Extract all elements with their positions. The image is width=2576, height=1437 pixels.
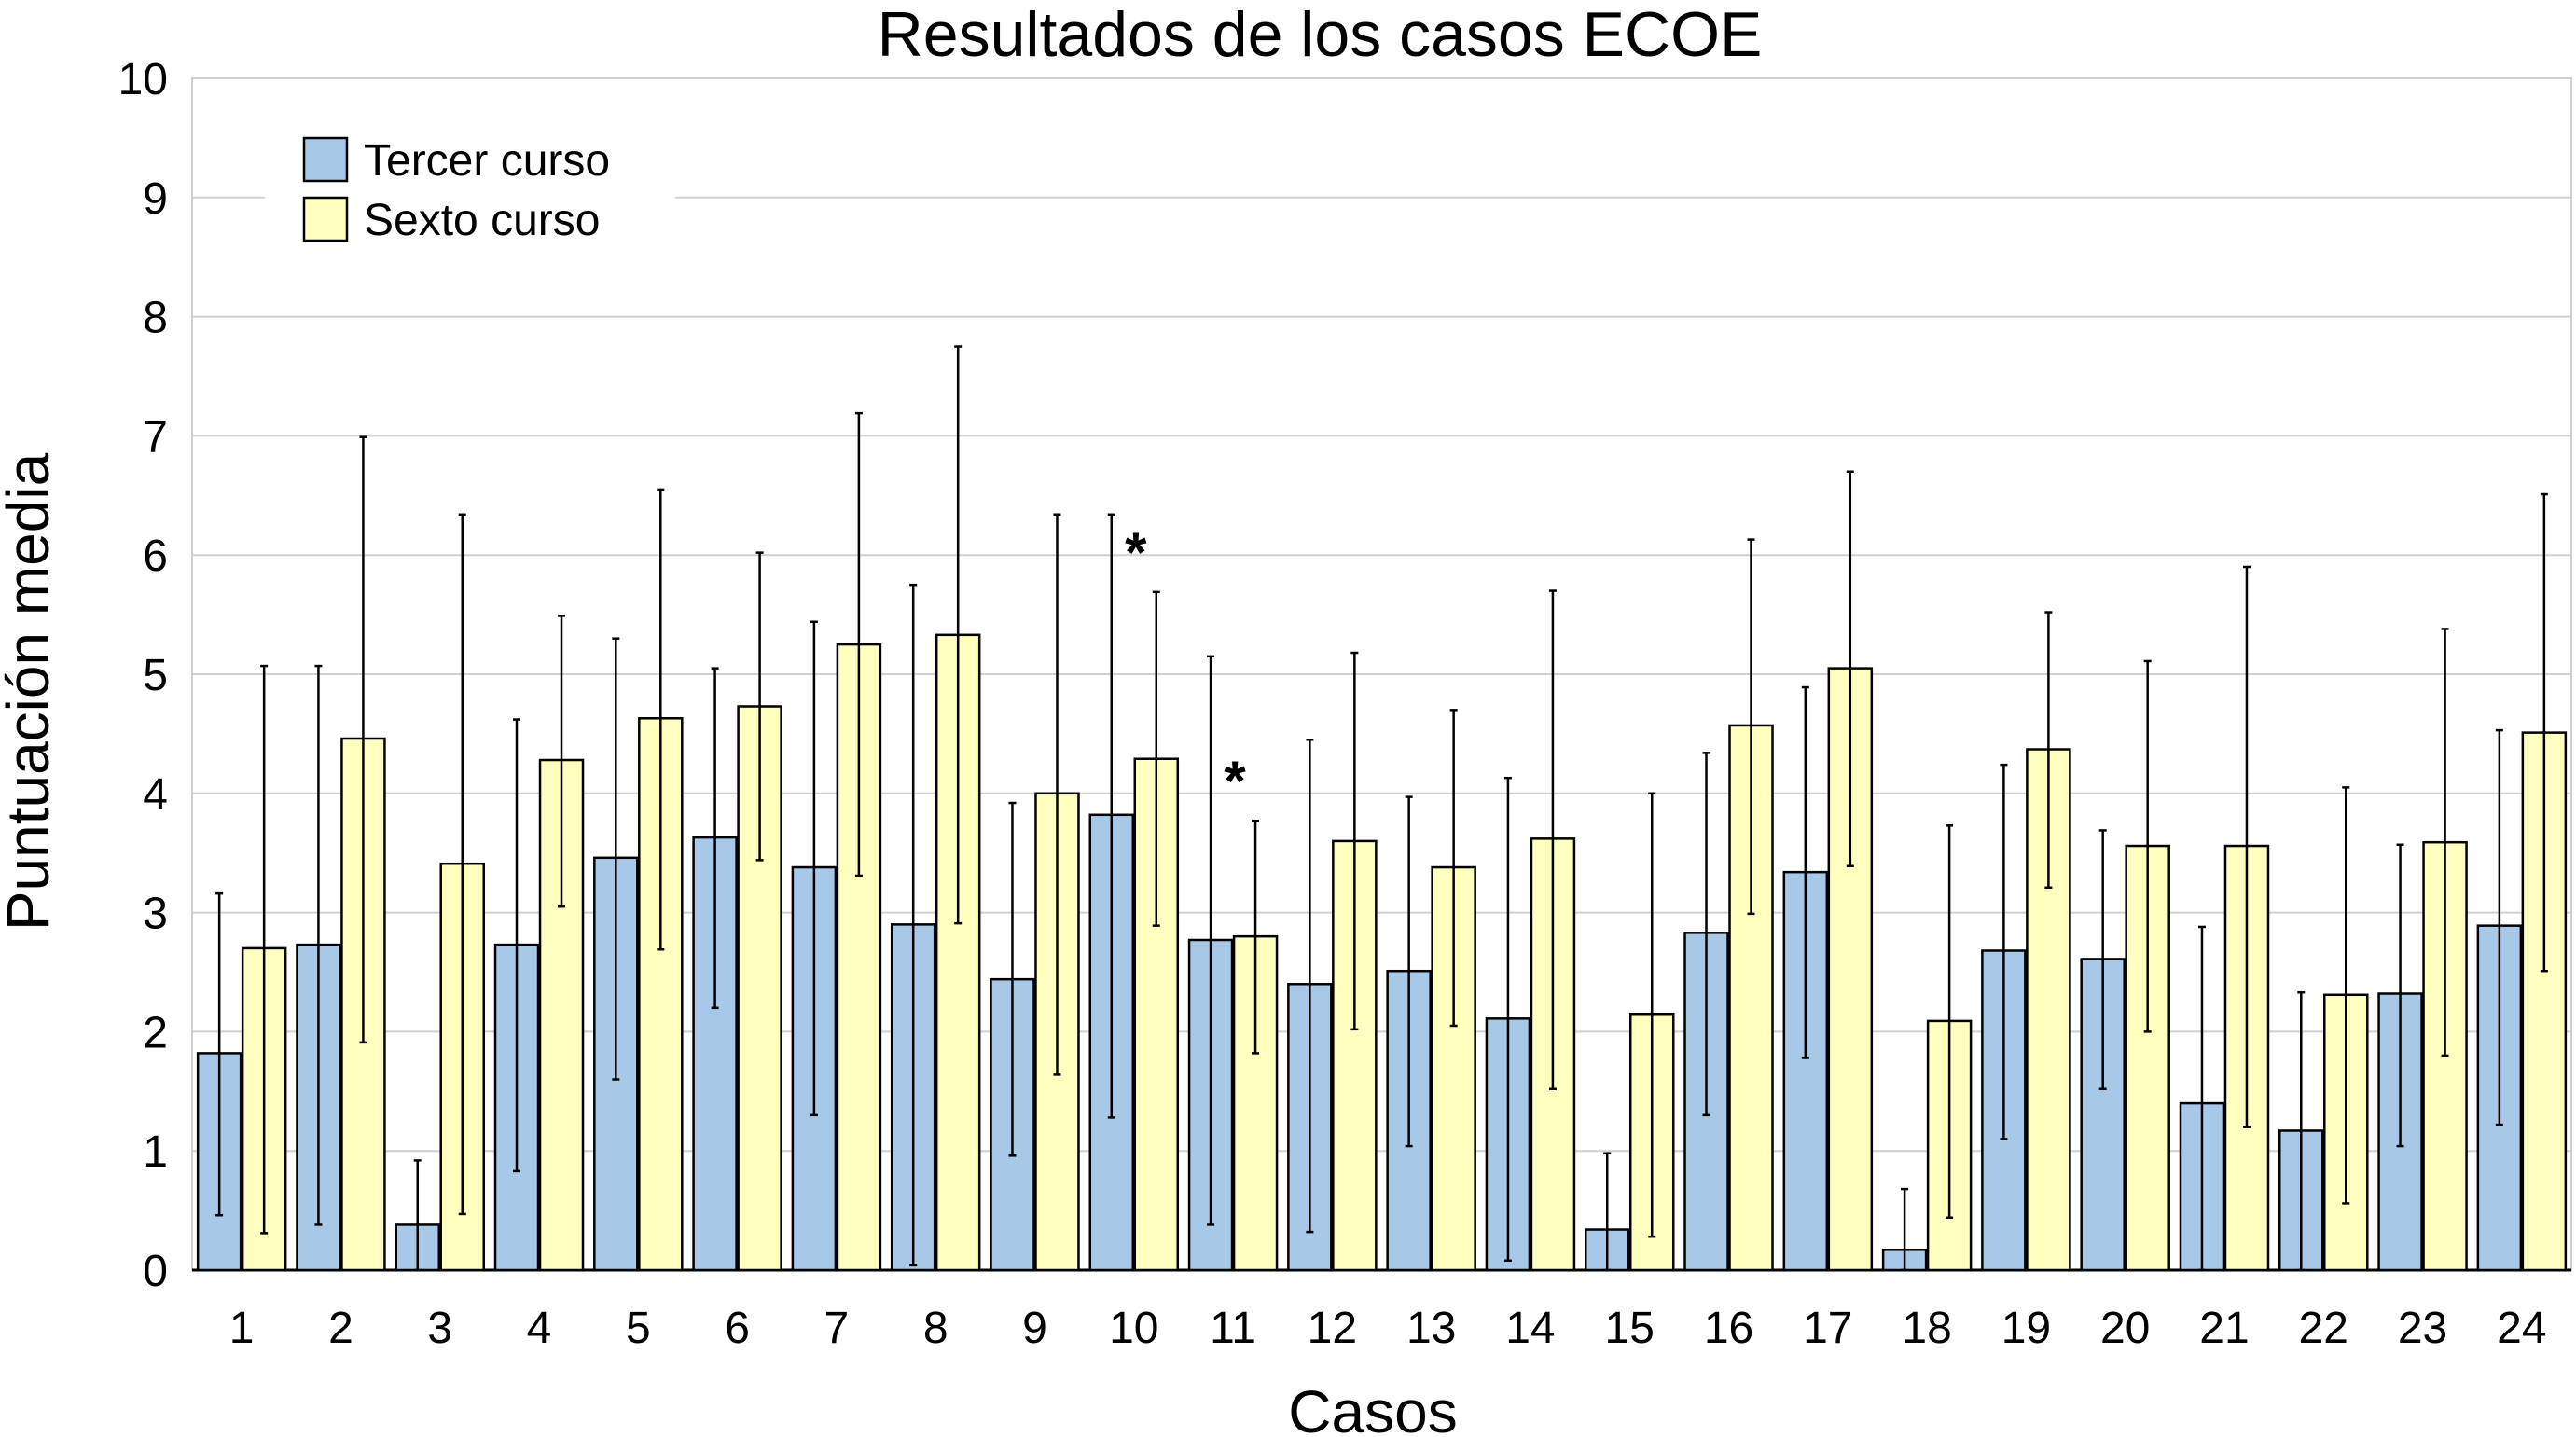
x-tick-label: 12: [1308, 1304, 1357, 1353]
x-tick-label: 22: [2299, 1304, 2348, 1353]
x-tick-label: 14: [1505, 1304, 1555, 1353]
x-tick-label: 21: [2199, 1304, 2249, 1353]
chart-title: Resultados de los casos ECOE: [878, 0, 1763, 70]
significance-asterisk: *: [1125, 521, 1147, 584]
x-tick-label: 18: [1902, 1304, 1951, 1353]
x-tick-label: 5: [626, 1304, 651, 1353]
x-tick-label: 20: [2100, 1304, 2150, 1353]
x-tick-label: 6: [725, 1304, 750, 1353]
y-tick-label: 5: [143, 651, 168, 700]
x-tick-label: 3: [427, 1304, 452, 1353]
legend-swatch: [302, 136, 349, 183]
x-tick-label: 1: [229, 1304, 255, 1353]
x-tick-label: 4: [527, 1304, 552, 1353]
x-tick-label: 13: [1406, 1304, 1456, 1353]
y-tick-label: 10: [118, 55, 168, 104]
y-tick-label: 1: [143, 1127, 168, 1177]
x-tick-label: 8: [923, 1304, 949, 1353]
legend-label: Tercer curso: [364, 136, 610, 186]
x-tick-label: 23: [2398, 1304, 2447, 1353]
y-tick-label: 7: [143, 412, 168, 462]
y-tick-label: 0: [143, 1247, 168, 1296]
y-tick-label: 9: [143, 174, 168, 224]
y-axis-title: Puntuación media: [0, 452, 62, 931]
x-tick-label: 10: [1109, 1304, 1158, 1353]
x-tick-label: 16: [1704, 1304, 1753, 1353]
y-tick-label: 8: [143, 294, 168, 343]
legend-label: Sexto curso: [364, 196, 600, 245]
x-tick-label: 11: [1210, 1304, 1256, 1353]
x-axis-title: Casos: [1288, 1378, 1457, 1437]
x-tick-label: 9: [1022, 1304, 1047, 1353]
x-tick-label: 24: [2497, 1304, 2546, 1353]
y-tick-label: 4: [143, 770, 168, 820]
y-tick-label: 2: [143, 1008, 168, 1057]
y-tick-label: 6: [143, 532, 168, 581]
x-tick-label: 17: [1803, 1304, 1852, 1353]
legend-swatch: [302, 196, 349, 242]
x-tick-label: 2: [328, 1304, 353, 1353]
y-tick-label: 3: [143, 890, 168, 939]
x-tick-label: 15: [1605, 1304, 1655, 1353]
x-tick-label: 19: [2001, 1304, 2051, 1353]
significance-asterisk: *: [1224, 750, 1246, 812]
x-tick-label: 7: [824, 1304, 850, 1353]
